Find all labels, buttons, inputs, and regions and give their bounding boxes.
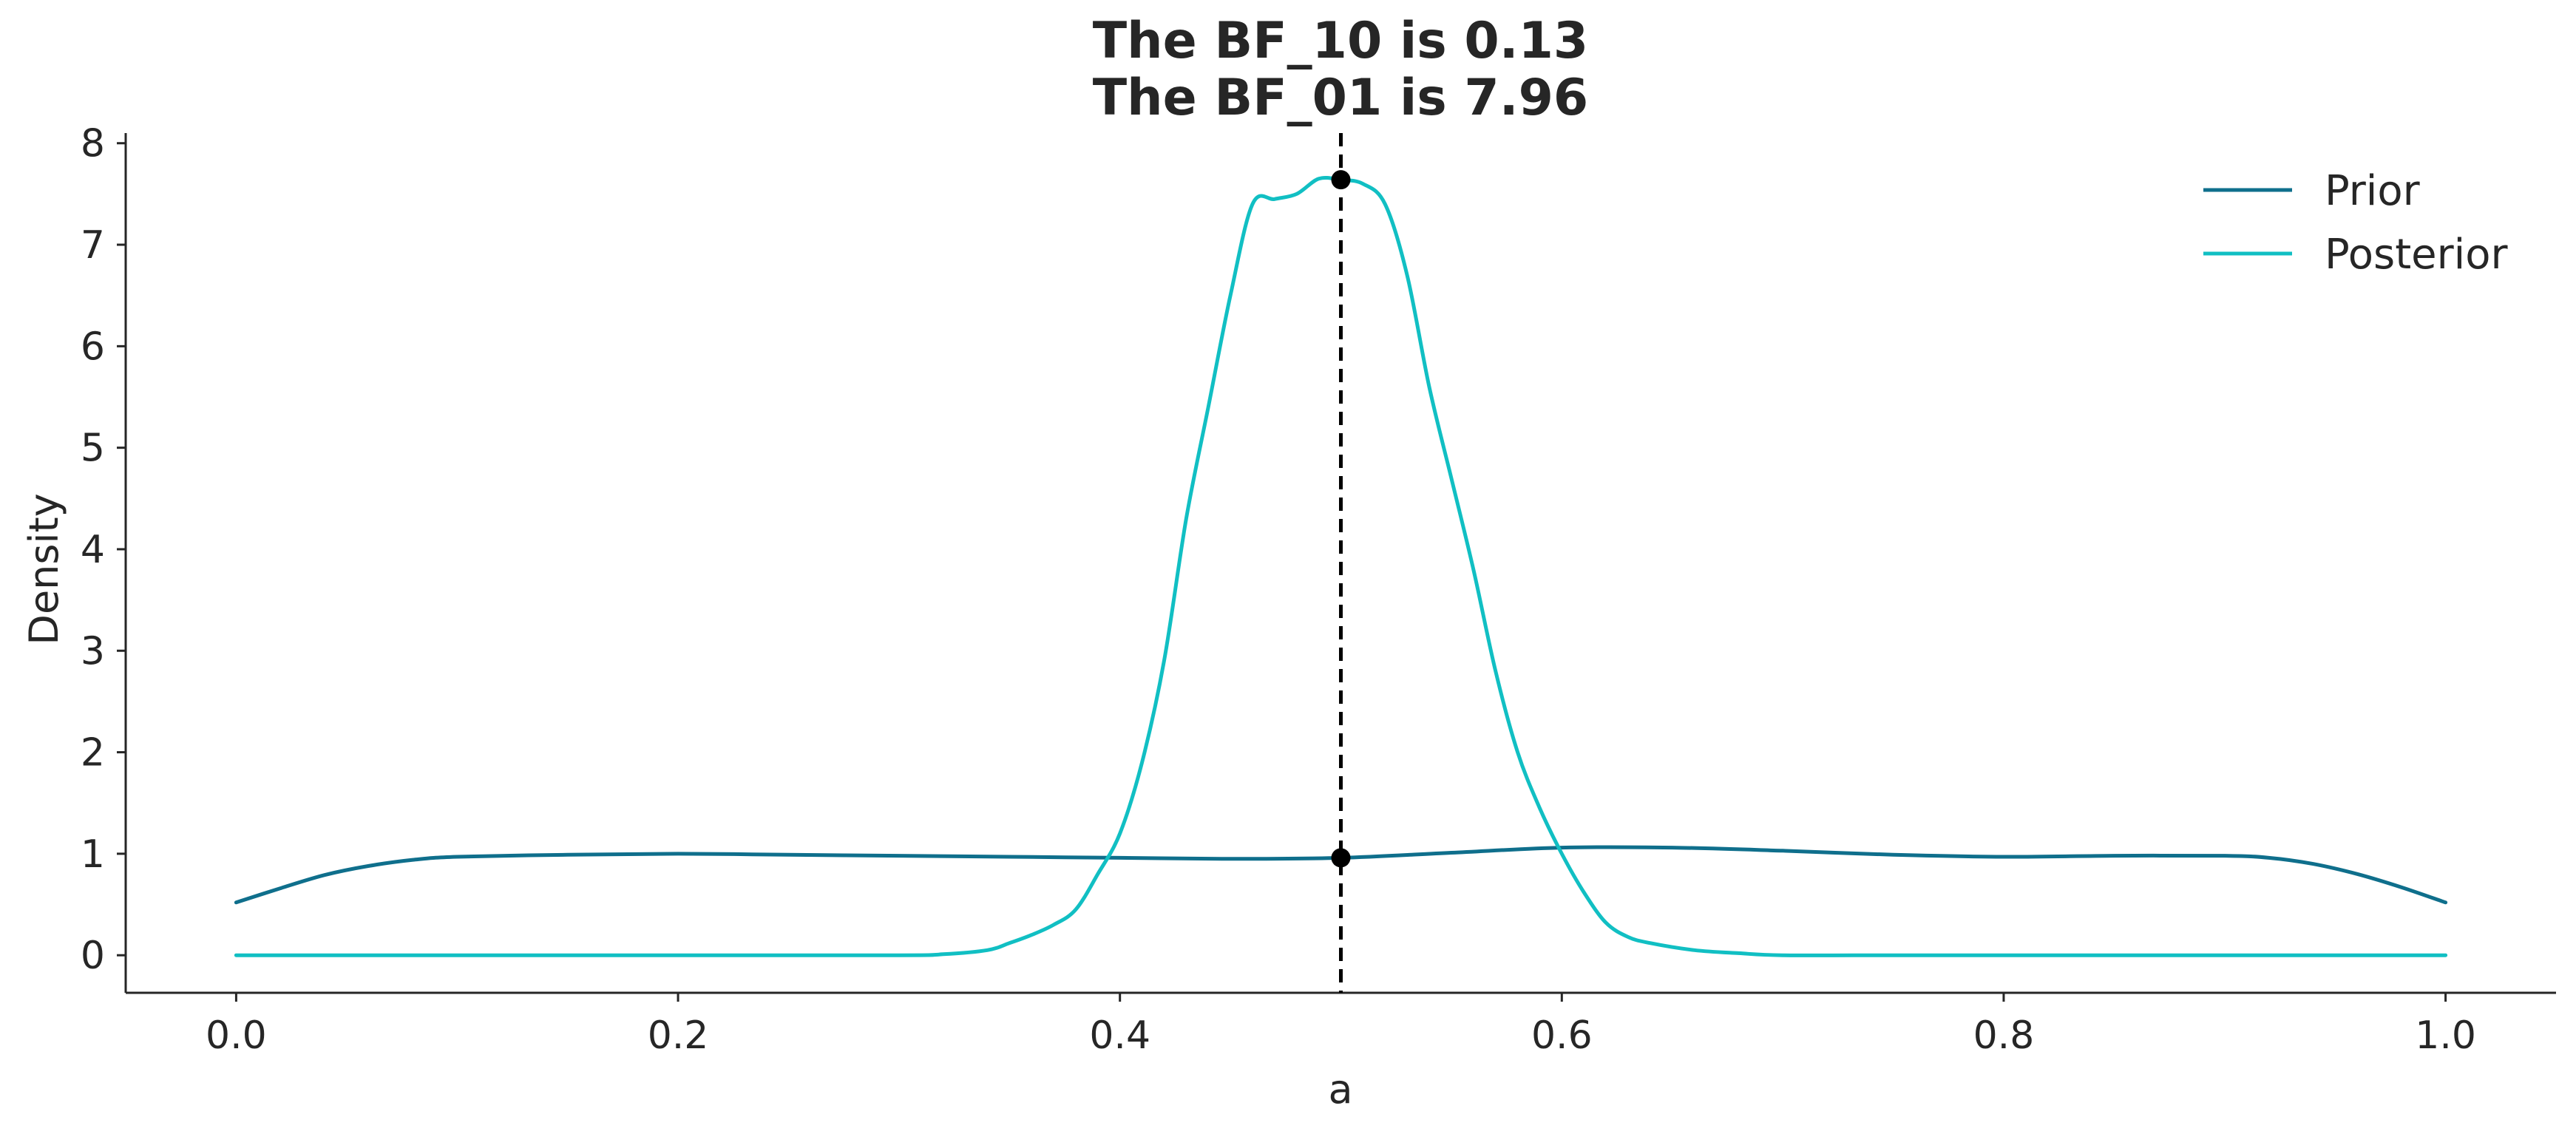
reference-point-posterior	[1331, 170, 1351, 190]
x-axis-ticks: 0.0 0.2 0.4 0.6 0.8 1.0	[206, 993, 2476, 1058]
legend: Prior Posterior	[2203, 167, 2508, 279]
x-tick-label: 1.0	[2415, 1014, 2476, 1058]
y-tick-label: 1	[81, 832, 105, 877]
reference-point-prior	[1331, 848, 1351, 868]
y-tick-label: 8	[81, 122, 105, 166]
x-tick-label: 0.6	[1531, 1014, 1593, 1058]
y-tick-label: 7	[81, 223, 105, 268]
chart-title: The BF_10 is 0.13 The BF_01 is 7.96	[1093, 12, 1588, 127]
y-tick-label: 6	[81, 325, 105, 369]
x-tick-label: 0.4	[1089, 1014, 1150, 1058]
legend-label-prior: Prior	[2325, 167, 2421, 215]
y-axis-ticks: 0 1 2 3 4 5 6 7 8	[81, 122, 126, 978]
y-tick-label: 5	[81, 427, 105, 471]
legend-label-posterior: Posterior	[2325, 231, 2508, 279]
y-tick-label: 2	[81, 731, 105, 775]
title-line-2: The BF_01 is 7.96	[1093, 69, 1588, 127]
y-tick-label: 0	[81, 934, 105, 978]
x-tick-label: 0.8	[1973, 1014, 2035, 1058]
x-tick-label: 0.2	[648, 1014, 709, 1058]
y-tick-label: 4	[81, 528, 105, 572]
x-axis-label: a	[1328, 1066, 1352, 1113]
y-axis-label: Density	[21, 493, 67, 645]
y-tick-label: 3	[81, 629, 105, 673]
x-tick-label: 0.0	[206, 1014, 267, 1058]
reference-layer	[1331, 133, 1351, 993]
title-line-1: The BF_10 is 0.13	[1093, 12, 1588, 70]
